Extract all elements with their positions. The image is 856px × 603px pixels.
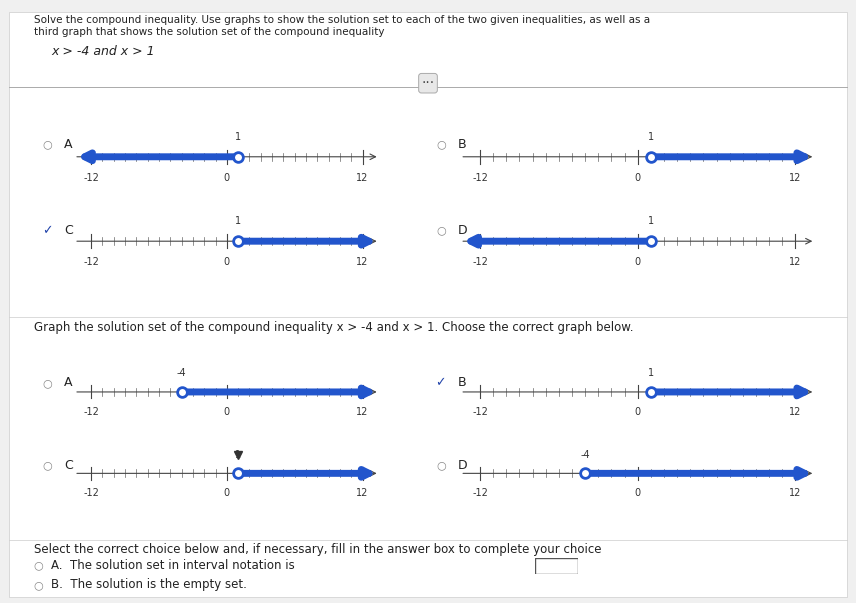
Text: 1: 1 <box>235 216 241 226</box>
Text: ○: ○ <box>42 461 52 470</box>
Text: -12: -12 <box>472 488 488 498</box>
Text: 1: 1 <box>235 132 241 142</box>
Text: 0: 0 <box>634 257 641 267</box>
Text: 0: 0 <box>223 488 230 498</box>
Text: 1: 1 <box>235 450 241 459</box>
Text: C: C <box>64 459 73 472</box>
Text: 12: 12 <box>356 172 369 183</box>
Text: A.  The solution set in interval notation is: A. The solution set in interval notation… <box>51 559 295 572</box>
Text: ○: ○ <box>33 561 44 570</box>
Text: D: D <box>458 224 467 237</box>
Text: -12: -12 <box>472 406 488 417</box>
Text: ○: ○ <box>33 580 44 590</box>
Text: ○: ○ <box>42 140 52 150</box>
Text: 0: 0 <box>223 406 230 417</box>
Text: -12: -12 <box>472 172 488 183</box>
Text: A: A <box>64 138 73 151</box>
Text: 12: 12 <box>356 257 369 267</box>
Text: 0: 0 <box>223 257 230 267</box>
Text: 12: 12 <box>789 172 802 183</box>
Text: 12: 12 <box>356 406 369 417</box>
Text: Solve the compound inequality. Use graphs to show the solution set to each of th: Solve the compound inequality. Use graph… <box>34 15 651 25</box>
Text: ✓: ✓ <box>436 376 446 390</box>
Text: 12: 12 <box>789 406 802 417</box>
Text: Select the correct choice below and, if necessary, fill in the answer box to com: Select the correct choice below and, if … <box>34 543 602 556</box>
Text: third graph that shows the solution set of the compound inequality: third graph that shows the solution set … <box>34 27 384 37</box>
Text: Graph the solution set of the compound inequality x > -4 and x > 1. Choose the c: Graph the solution set of the compound i… <box>34 321 633 334</box>
Text: ○: ○ <box>436 461 446 470</box>
Text: -12: -12 <box>472 257 488 267</box>
Text: -12: -12 <box>83 488 99 498</box>
Text: ✓: ✓ <box>42 224 52 237</box>
Text: B: B <box>458 376 467 390</box>
Text: ○: ○ <box>436 226 446 235</box>
Text: 1: 1 <box>648 368 654 378</box>
Text: B: B <box>458 138 467 151</box>
Text: 1: 1 <box>648 132 654 142</box>
Text: ···: ··· <box>421 76 435 90</box>
Text: -12: -12 <box>83 257 99 267</box>
Text: ○: ○ <box>42 378 52 388</box>
Text: 0: 0 <box>634 172 641 183</box>
Text: D: D <box>458 459 467 472</box>
Text: 12: 12 <box>789 257 802 267</box>
Text: 12: 12 <box>356 488 369 498</box>
Text: -12: -12 <box>83 172 99 183</box>
Text: 0: 0 <box>634 488 641 498</box>
Text: x > -4 and x > 1: x > -4 and x > 1 <box>51 45 155 58</box>
Text: 12: 12 <box>789 488 802 498</box>
Text: A: A <box>64 376 73 390</box>
Text: C: C <box>64 224 73 237</box>
Text: 1: 1 <box>648 216 654 226</box>
Text: -12: -12 <box>83 406 99 417</box>
Text: 0: 0 <box>223 172 230 183</box>
Text: -4: -4 <box>177 368 187 378</box>
Text: B.  The solution is the empty set.: B. The solution is the empty set. <box>51 578 247 592</box>
Text: ○: ○ <box>436 140 446 150</box>
Text: 0: 0 <box>634 406 641 417</box>
Text: -4: -4 <box>580 450 590 459</box>
